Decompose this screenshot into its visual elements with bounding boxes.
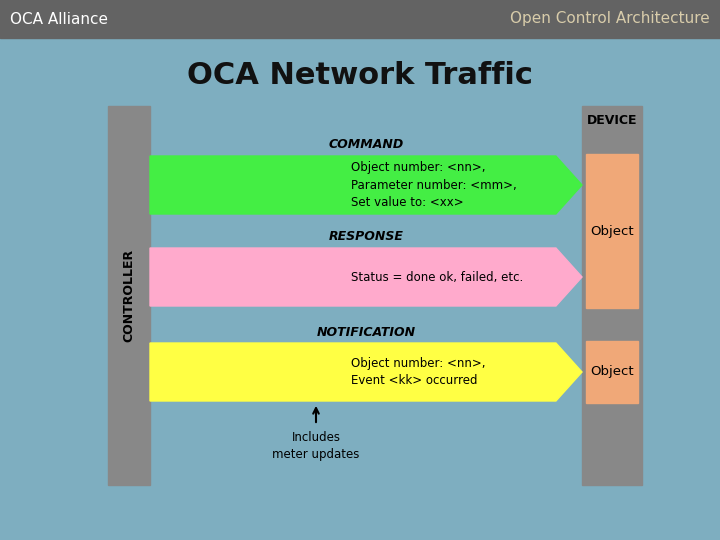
Polygon shape — [150, 248, 582, 306]
Polygon shape — [150, 343, 582, 401]
Text: RESPONSE: RESPONSE — [328, 231, 403, 244]
Text: DEVICE: DEVICE — [587, 113, 637, 126]
Bar — [0, 0, 720, 38]
Polygon shape — [150, 156, 582, 214]
Text: OCA Alliance: OCA Alliance — [10, 11, 108, 26]
Bar — [108, 106, 150, 485]
Text: Open Control Architecture: Open Control Architecture — [510, 11, 710, 26]
Text: Status = done ok, failed, etc.: Status = done ok, failed, etc. — [351, 271, 523, 284]
Text: Object number: <nn>,
Event <kk> occurred: Object number: <nn>, Event <kk> occurred — [351, 357, 485, 387]
Text: Object: Object — [590, 366, 634, 379]
Text: CONTROLLER: CONTROLLER — [122, 249, 135, 342]
Text: Object number: <nn>,
Parameter number: <mm>,
Set value to: <xx>: Object number: <nn>, Parameter number: <… — [351, 161, 517, 208]
Text: NOTIFICATION: NOTIFICATION — [316, 326, 415, 339]
Text: Includes
meter updates: Includes meter updates — [272, 431, 360, 461]
Bar — [582, 106, 642, 485]
Bar — [586, 154, 638, 308]
Bar — [586, 341, 638, 403]
Text: COMMAND: COMMAND — [328, 138, 404, 152]
Text: Object: Object — [590, 225, 634, 238]
Text: OCA Network Traffic: OCA Network Traffic — [187, 62, 533, 91]
